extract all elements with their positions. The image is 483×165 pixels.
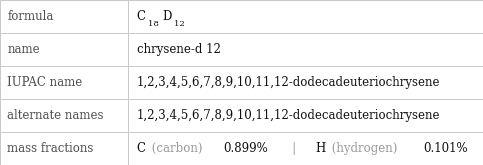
Text: H: H bbox=[315, 142, 326, 155]
Text: 18: 18 bbox=[148, 20, 159, 28]
Text: 12: 12 bbox=[174, 20, 185, 28]
Text: chrysene-d 12: chrysene-d 12 bbox=[137, 43, 221, 56]
Text: C: C bbox=[137, 10, 146, 23]
Text: D: D bbox=[162, 10, 172, 23]
Text: |: | bbox=[281, 142, 308, 155]
Text: 1,2,3,4,5,6,7,8,9,10,11,12-dodecadeuteriochrysene: 1,2,3,4,5,6,7,8,9,10,11,12-dodecadeuteri… bbox=[137, 109, 440, 122]
Text: 0.101%: 0.101% bbox=[423, 142, 468, 155]
Text: formula: formula bbox=[7, 10, 54, 23]
Text: 1,2,3,4,5,6,7,8,9,10,11,12-dodecadeuteriochrysene: 1,2,3,4,5,6,7,8,9,10,11,12-dodecadeuteri… bbox=[137, 76, 440, 89]
Text: 0.899%: 0.899% bbox=[224, 142, 268, 155]
Text: alternate names: alternate names bbox=[7, 109, 104, 122]
Text: mass fractions: mass fractions bbox=[7, 142, 94, 155]
Text: IUPAC name: IUPAC name bbox=[7, 76, 83, 89]
Text: (hydrogen): (hydrogen) bbox=[328, 142, 401, 155]
Text: (carbon): (carbon) bbox=[148, 142, 207, 155]
Text: C: C bbox=[137, 142, 146, 155]
Text: name: name bbox=[7, 43, 40, 56]
